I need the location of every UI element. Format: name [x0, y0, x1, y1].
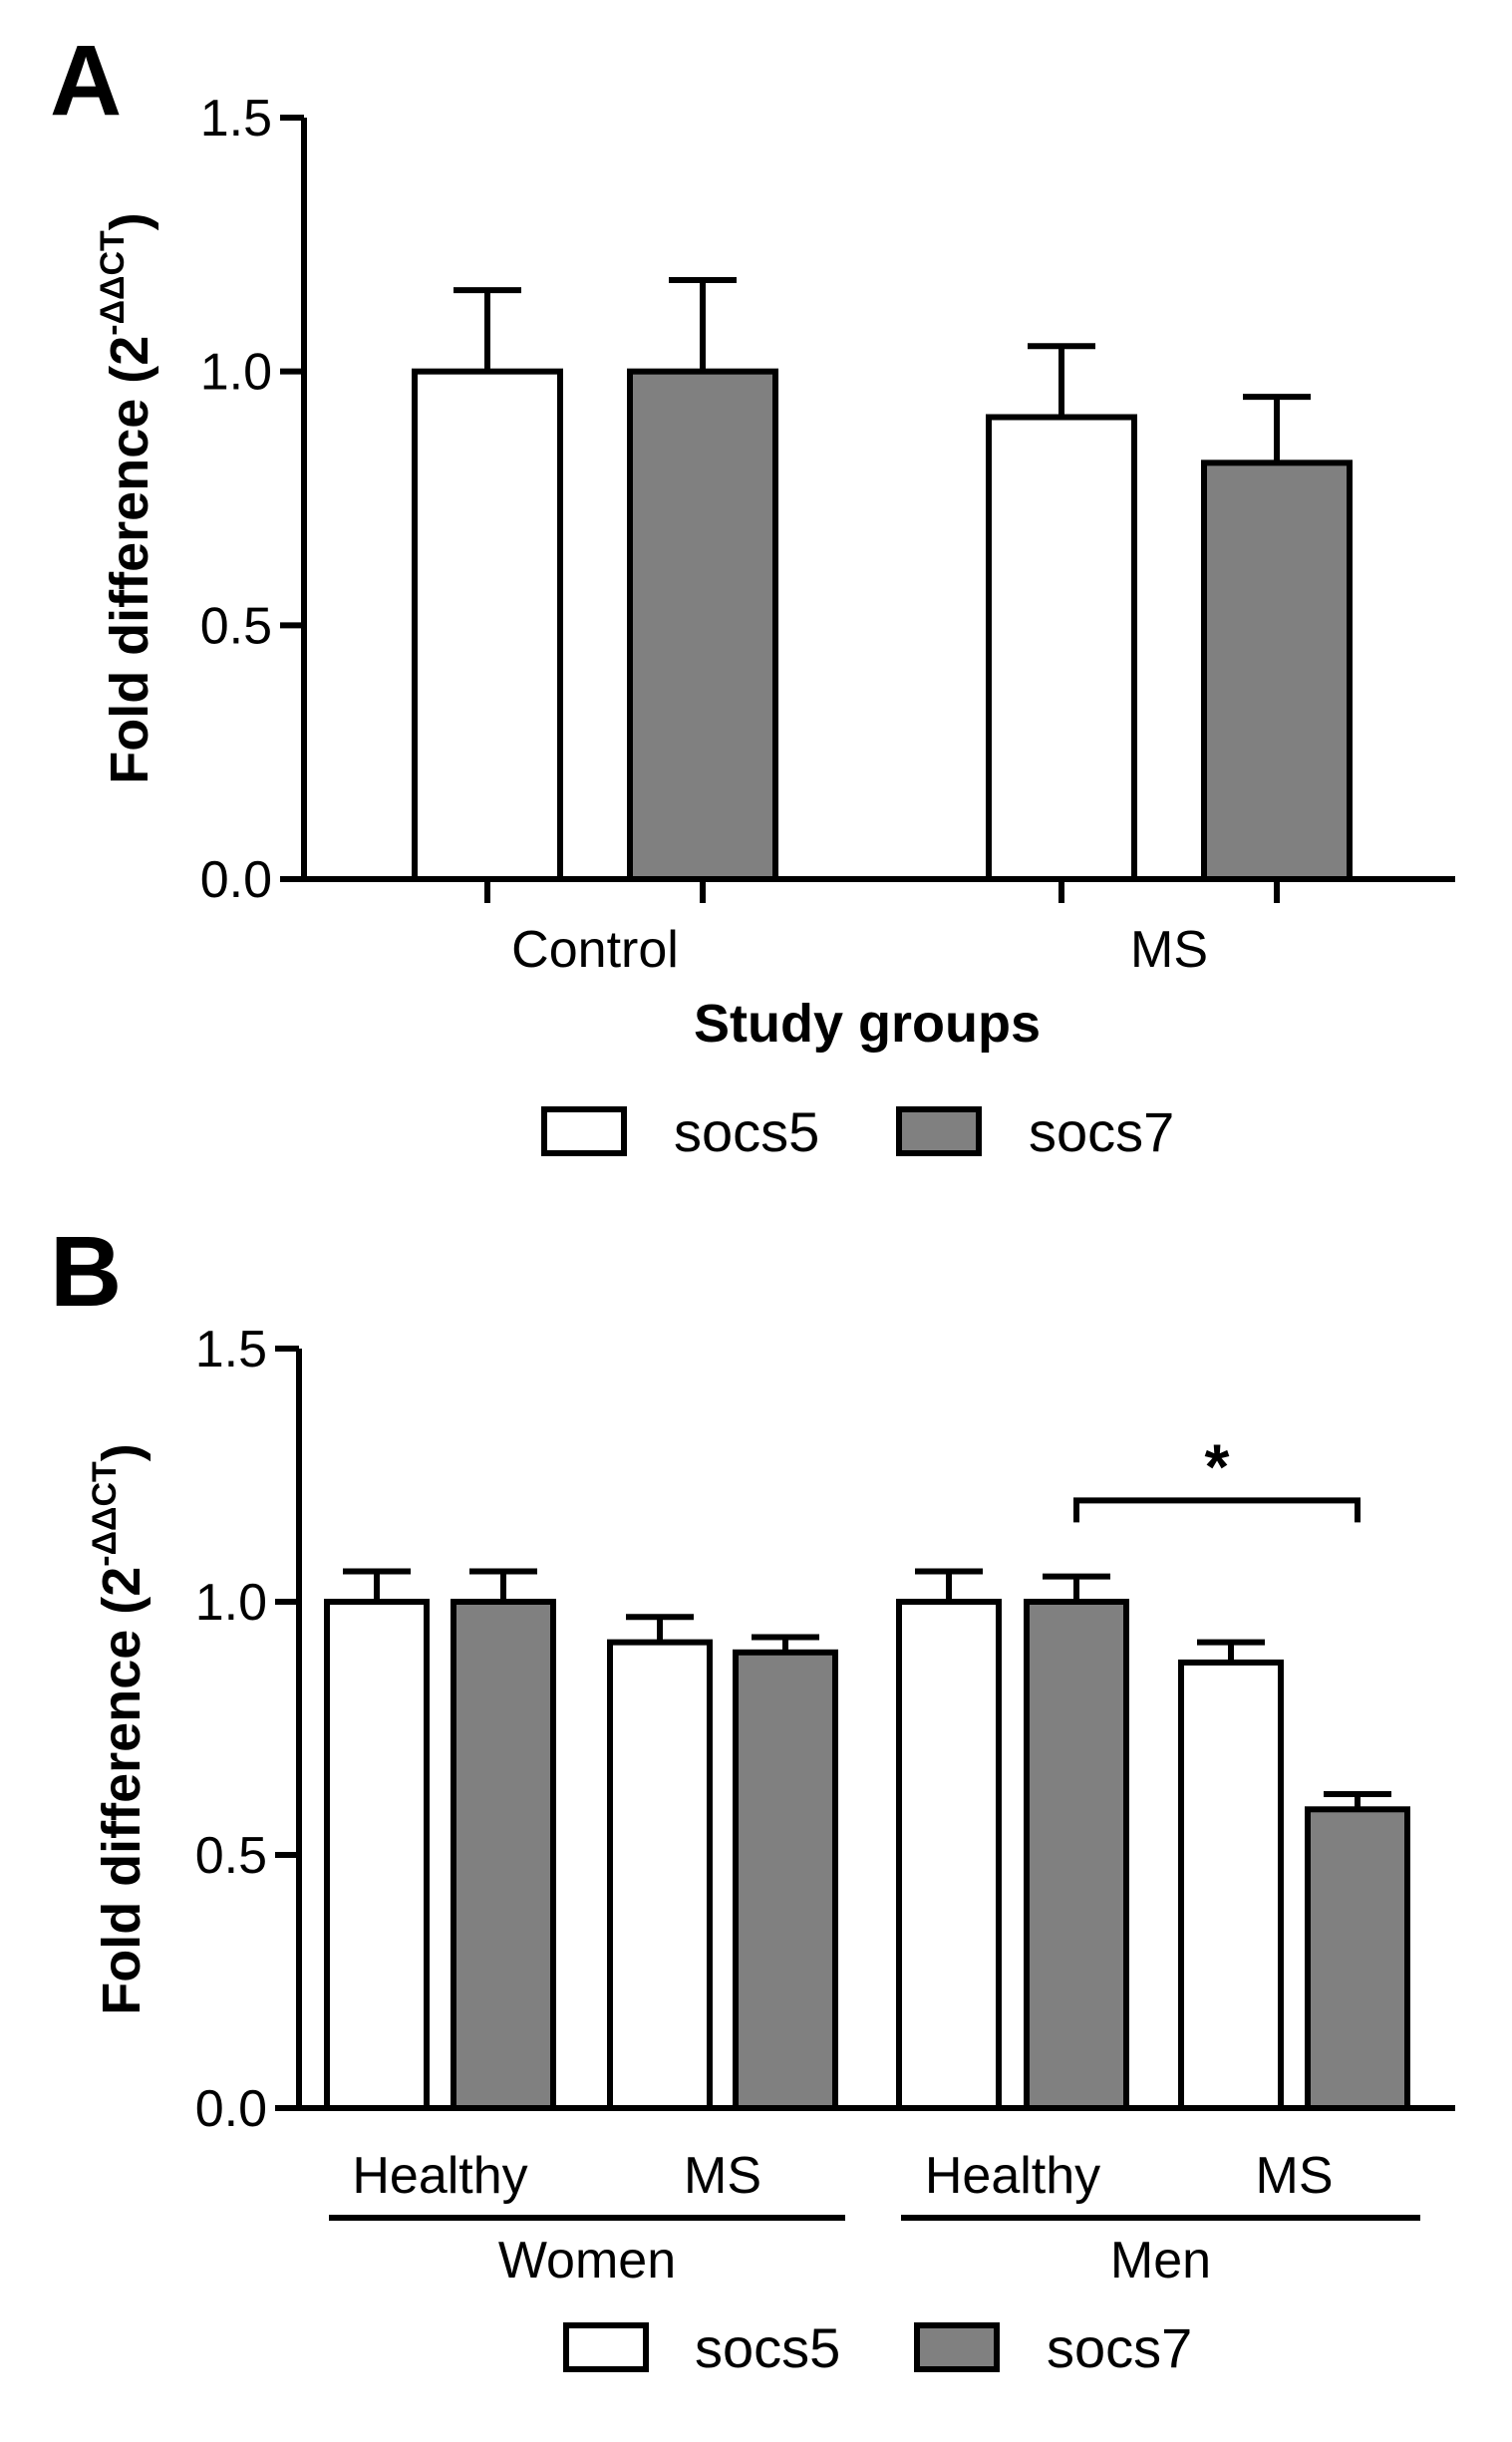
y-tick-label: 0.0	[195, 2080, 267, 2138]
x-axis-title: Study groups	[694, 994, 1041, 1054]
bar-socs7	[627, 368, 778, 882]
panel-a: A 0.0 0.5 1.0 1.5 Control MS Study groups Fold d…	[50, 25, 1455, 1163]
category-label: Control	[511, 921, 679, 979]
y-tick-label: 1.0	[195, 1574, 267, 1632]
y-axis-title-close: )	[92, 1443, 151, 1461]
legend-swatch-socs5	[563, 2322, 649, 2372]
bar-socs7	[1305, 1806, 1410, 2112]
panel-letter: B	[50, 1216, 122, 1328]
bar-socs5	[1178, 1659, 1284, 2111]
y-axis-title: Fold difference (2-ΔΔCT)	[94, 212, 159, 784]
y-tick-label: 0.0	[200, 851, 272, 909]
group-label: Men	[1110, 2232, 1211, 2289]
bar-socs5	[607, 1639, 713, 2111]
y-axis-title: Fold difference (2-ΔΔCT)	[86, 1443, 151, 2015]
y-axis-title-superscript: -ΔΔCT	[86, 1461, 124, 1567]
y-axis-title-main: Fold difference (2	[100, 336, 159, 784]
y-tick-label: 0.5	[195, 1827, 267, 1885]
y-axis-title-close: )	[100, 212, 159, 230]
category-label: MS	[684, 2147, 761, 2205]
y-tick-label: 1.0	[200, 344, 272, 402]
legend-label: socs7	[1047, 2316, 1192, 2379]
y-axis-title-superscript: -ΔΔCT	[94, 230, 132, 336]
y-tick-label: 1.5	[195, 1321, 267, 1378]
y-axis-title-main: Fold difference (2	[92, 1567, 151, 2015]
legend-swatch-socs5	[541, 1106, 627, 1156]
bar-socs7	[733, 1649, 838, 2112]
y-tick-label: 0.5	[200, 597, 272, 655]
significance-marker: *	[1205, 1430, 1230, 1502]
bar-socs5	[324, 1599, 430, 2111]
category-label: MS	[1256, 2147, 1334, 2205]
bar-socs5	[896, 1599, 1002, 2111]
bar-socs7	[1201, 459, 1353, 882]
legend-label: socs5	[695, 2316, 840, 2379]
category-label: MS	[1130, 921, 1208, 979]
bar-socs7	[451, 1599, 556, 2111]
panel-letter: A	[50, 25, 122, 137]
category-label: Healthy	[925, 2147, 1100, 2205]
bar-socs7	[1024, 1599, 1129, 2111]
bar-socs5	[986, 414, 1137, 882]
legend-label: socs5	[674, 1100, 819, 1163]
legend-label: socs7	[1029, 1100, 1174, 1163]
y-tick-label: 1.5	[200, 90, 272, 148]
group-label: Women	[498, 2232, 676, 2289]
legend-swatch-socs7	[914, 2322, 1000, 2372]
category-label: Healthy	[352, 2147, 527, 2205]
legend-swatch-socs7	[896, 1106, 982, 1156]
bar-socs5	[412, 368, 563, 882]
significance-bracket	[1073, 1497, 1361, 1523]
